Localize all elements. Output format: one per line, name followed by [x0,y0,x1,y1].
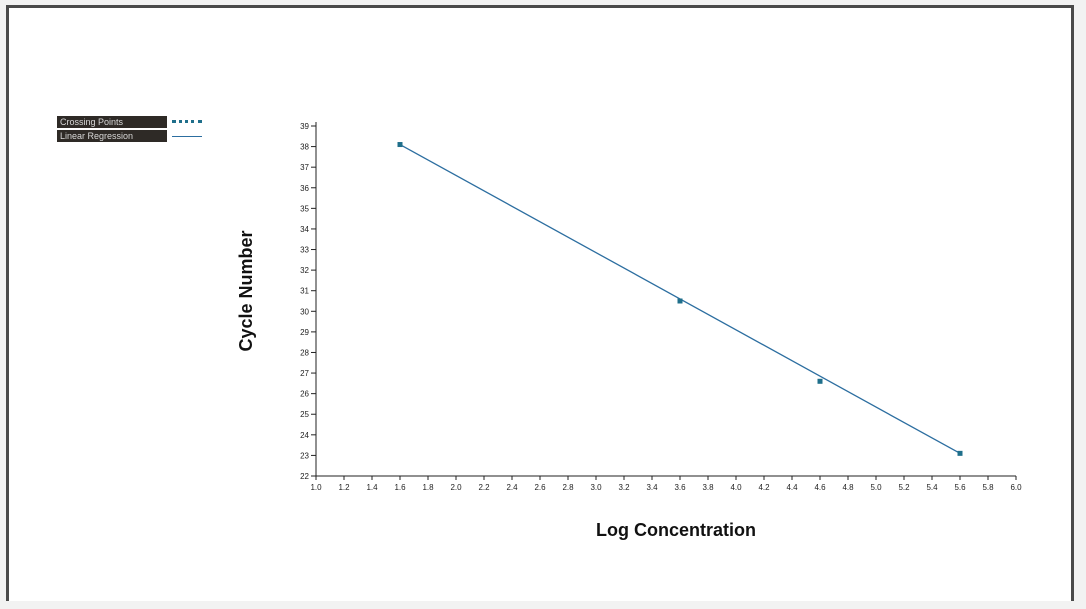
x-tick-label: 5.8 [982,483,994,492]
x-tick-label: 4.0 [730,483,742,492]
legend-label-linear-regression: Linear Regression [57,129,167,142]
legend-swatch-dotted [172,116,202,128]
axes: 22 23 24 25 26 27 28 29 30 31 32 33 34 35 36 37 38 39 1.0 1… [300,122,1022,492]
crossing-point [957,450,963,456]
x-tick-label: 3.4 [646,483,658,492]
y-tick-label: 36 [300,184,309,193]
chart-marks [397,142,963,456]
x-tick-label: 4.6 [814,483,826,492]
y-tick-label: 22 [300,472,309,481]
crossing-point [817,378,823,384]
legend-swatch-line [172,130,202,142]
x-tick-label: 2.6 [534,483,546,492]
y-tick-label: 24 [300,431,309,440]
x-tick-label: 3.8 [702,483,714,492]
legend: Crossing Points Linear Regression [57,115,202,143]
x-tick-label: 4.4 [786,483,798,492]
y-tick-label: 39 [300,122,309,131]
x-tick-label: 2.4 [506,483,518,492]
x-tick-label: 1.8 [422,483,434,492]
legend-item-linear-regression: Linear Regression [57,129,202,142]
y-tick-label: 30 [300,307,309,316]
x-tick-label: 2.0 [450,483,462,492]
crossing-point [677,298,683,304]
y-tick-label: 33 [300,246,309,255]
x-tick-label: 1.0 [310,483,322,492]
y-tick-label: 37 [300,163,309,172]
x-tick-label: 2.2 [478,483,490,492]
y-tick-label: 29 [300,328,309,337]
x-tick-label: 1.4 [366,483,378,492]
y-tick-label: 27 [300,369,309,378]
y-tick-label: 38 [300,143,309,152]
legend-label-crossing-points: Crossing Points [57,115,167,128]
x-axis-title: Log Concentration [596,520,756,540]
y-tick-label: 35 [300,204,309,213]
x-tick-label: 4.8 [842,483,854,492]
x-tick-label: 5.4 [926,483,938,492]
x-tick-label: 4.2 [758,483,770,492]
y-tick-label: 32 [300,266,309,275]
y-tick-label: 28 [300,348,309,357]
x-tick-label: 5.0 [870,483,882,492]
crossing-point [397,142,403,148]
y-tick-label: 23 [300,451,309,460]
chart-frame [6,5,1074,601]
legend-item-crossing-points: Crossing Points [57,115,202,128]
x-tick-label: 6.0 [1010,483,1022,492]
x-tick-label: 1.6 [394,483,406,492]
x-tick-label: 3.6 [674,483,686,492]
y-tick-label: 25 [300,410,309,419]
x-tick-label: 1.2 [338,483,350,492]
y-tick-label: 26 [300,390,309,399]
y-axis-title: Cycle Number [236,230,256,351]
y-tick-label: 34 [300,225,309,234]
x-tick-label: 5.2 [898,483,910,492]
x-tick-label: 2.8 [562,483,574,492]
x-tick-label: 3.2 [618,483,630,492]
y-tick-label: 31 [300,287,309,296]
x-tick-label: 5.6 [954,483,966,492]
x-tick-label: 3.0 [590,483,602,492]
